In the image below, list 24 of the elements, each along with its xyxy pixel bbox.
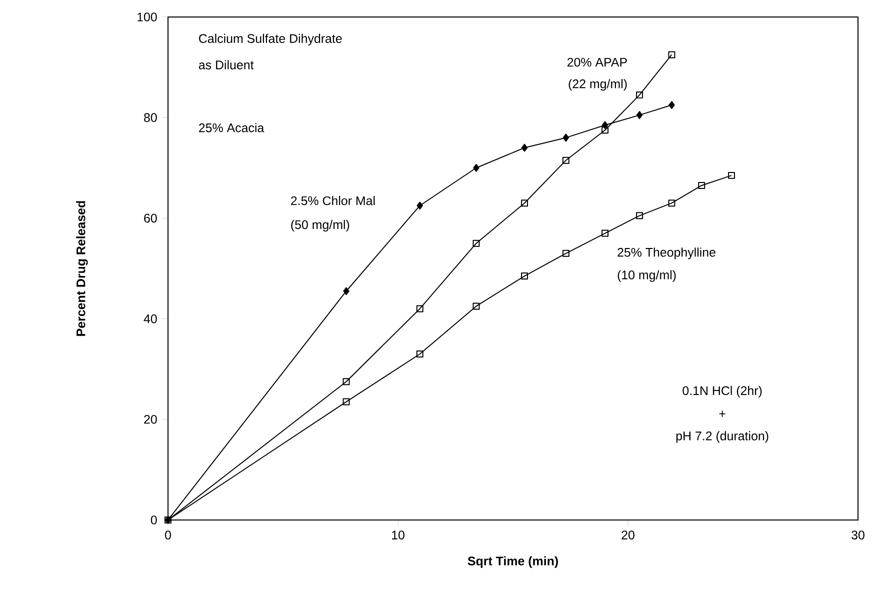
annotation: (10 mg/ml) — [618, 270, 676, 282]
x-tick-label: 10 — [392, 530, 404, 540]
annotation: (50 mg/ml) — [291, 220, 350, 232]
series-label: 25% Theophylline — [618, 248, 716, 260]
text: 20% APAP — [567, 58, 627, 67]
annotation: pH 7.2 (duration) — [676, 431, 768, 443]
annotation: 0.1N HCl (2hr) — [682, 386, 762, 398]
annotation: Calcium Sulfate Dihydrate — [199, 34, 342, 46]
y-tick-label: 40 — [144, 314, 157, 324]
x-tick-label: 0 — [165, 530, 171, 540]
y-tick-label: 0 — [150, 516, 157, 524]
y-tick-label: 60 — [144, 214, 157, 223]
annotation: + — [719, 410, 726, 417]
y-tick-label: 100 — [138, 12, 157, 22]
y-tick-label: 80 — [144, 113, 157, 122]
y-tick-label: 20 — [144, 414, 157, 424]
annotation: 25% Acacia — [199, 123, 264, 132]
text: 2.5% Chlor Mal — [291, 196, 375, 206]
annotation: (22 mg/ml) — [568, 79, 627, 91]
x-tick-label: 30 — [852, 530, 864, 540]
annotation: as Diluent — [198, 60, 254, 70]
x-tick-label: 20 — [622, 530, 634, 540]
x-axis-title: Sqrt Time (min) — [468, 556, 558, 568]
y-axis-title: Percent Drug Released — [76, 201, 88, 336]
